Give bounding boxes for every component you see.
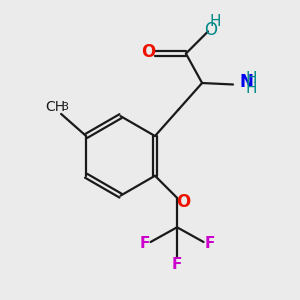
Text: O: O — [141, 43, 156, 61]
Text: O: O — [176, 193, 191, 211]
Text: F: F — [140, 236, 150, 251]
Text: F: F — [172, 256, 182, 272]
Text: 3: 3 — [61, 103, 68, 112]
Text: CH: CH — [45, 100, 65, 114]
Text: H: H — [245, 81, 257, 96]
Text: N: N — [239, 73, 254, 91]
Text: H: H — [245, 71, 257, 86]
Text: H: H — [210, 14, 221, 29]
Text: F: F — [204, 236, 214, 251]
Text: O: O — [204, 21, 218, 39]
